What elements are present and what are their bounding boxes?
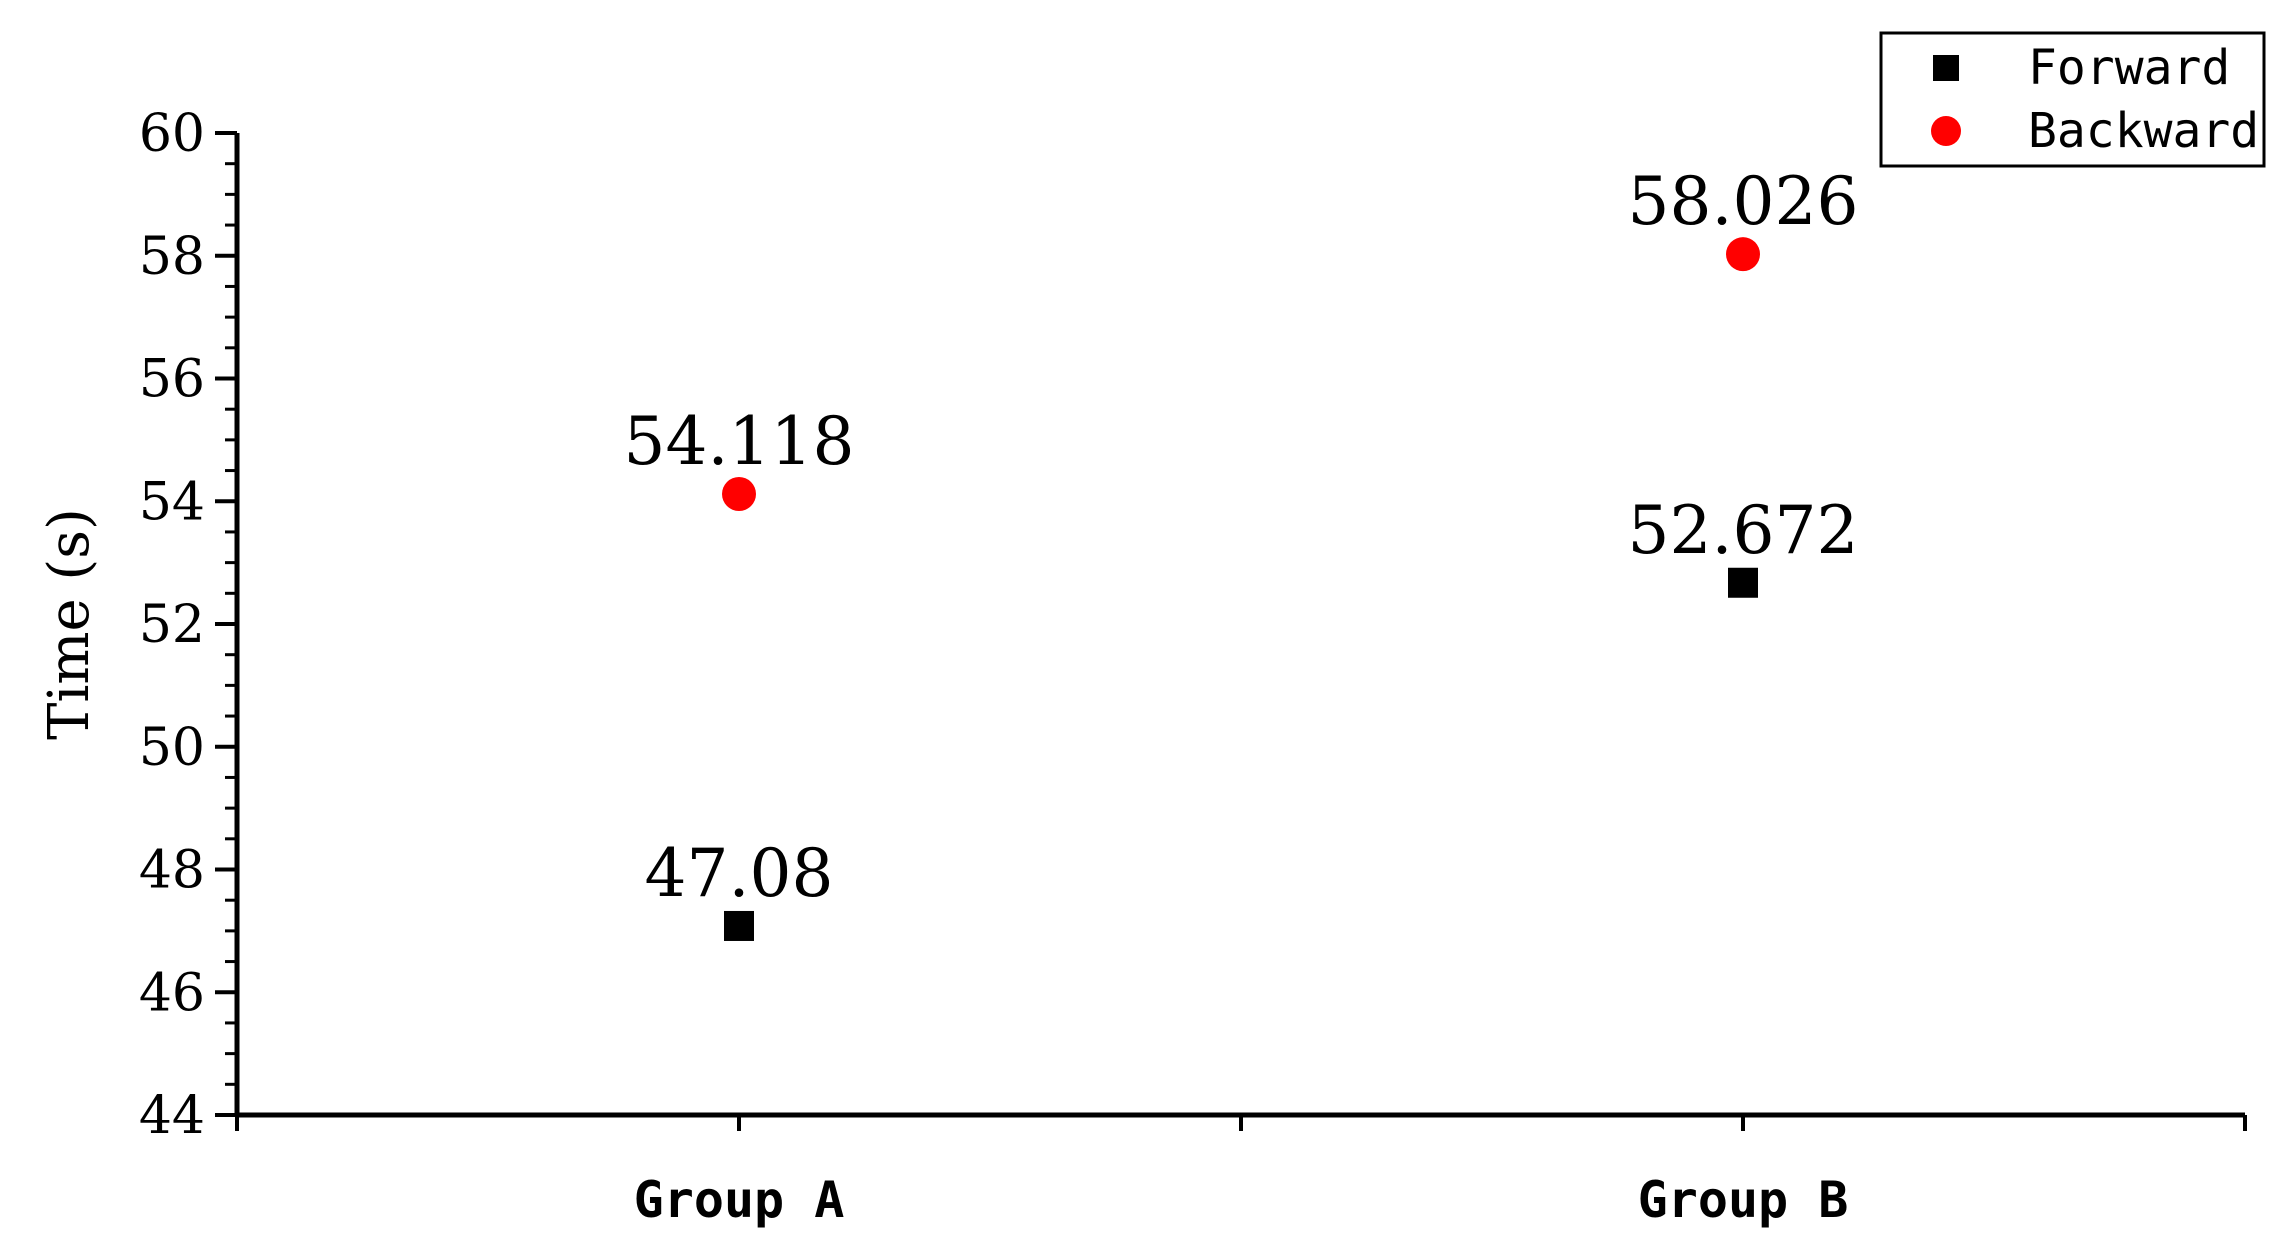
y-tick-label: 48: [139, 841, 205, 901]
x-tick-label: Group B: [1638, 1171, 1849, 1229]
legend-entry: Forward: [2028, 40, 2230, 96]
y-tick-label: 50: [139, 718, 205, 778]
backward-point: [1726, 237, 1760, 272]
y-tick-label: 60: [139, 104, 205, 164]
legend-marker: [1933, 55, 1959, 81]
backward-point: [722, 477, 756, 512]
legend-entry: Backward: [2028, 103, 2259, 159]
y-tick-label: 44: [139, 1086, 205, 1146]
data-label: 52.672: [1628, 492, 1859, 569]
y-tick-label: 54: [139, 472, 205, 532]
y-axis-title: Time (s): [37, 508, 102, 740]
data-label: 47.08: [645, 835, 834, 912]
legend: Forward Backward: [1879, 31, 2266, 168]
y-tick-label: 58: [139, 227, 205, 287]
x-ticks: Group A Group B: [235, 1115, 2247, 1229]
data-label: 54.118: [624, 403, 855, 480]
y-ticks: 44 46 48 50 52 54 56 58 60: [139, 104, 237, 1146]
axes: [234, 133, 2245, 1118]
y-tick-label: 52: [139, 595, 205, 655]
data-points: 47.08 52.672 54.118 58.026: [624, 163, 1859, 941]
forward-point: [1728, 567, 1758, 598]
forward-point: [724, 910, 754, 941]
x-tick-label: Group A: [634, 1171, 845, 1229]
y-tick-label: 56: [139, 350, 205, 410]
y-tick-label: 46: [139, 963, 205, 1023]
legend-marker: [1931, 116, 1961, 146]
data-label: 58.026: [1628, 163, 1859, 240]
